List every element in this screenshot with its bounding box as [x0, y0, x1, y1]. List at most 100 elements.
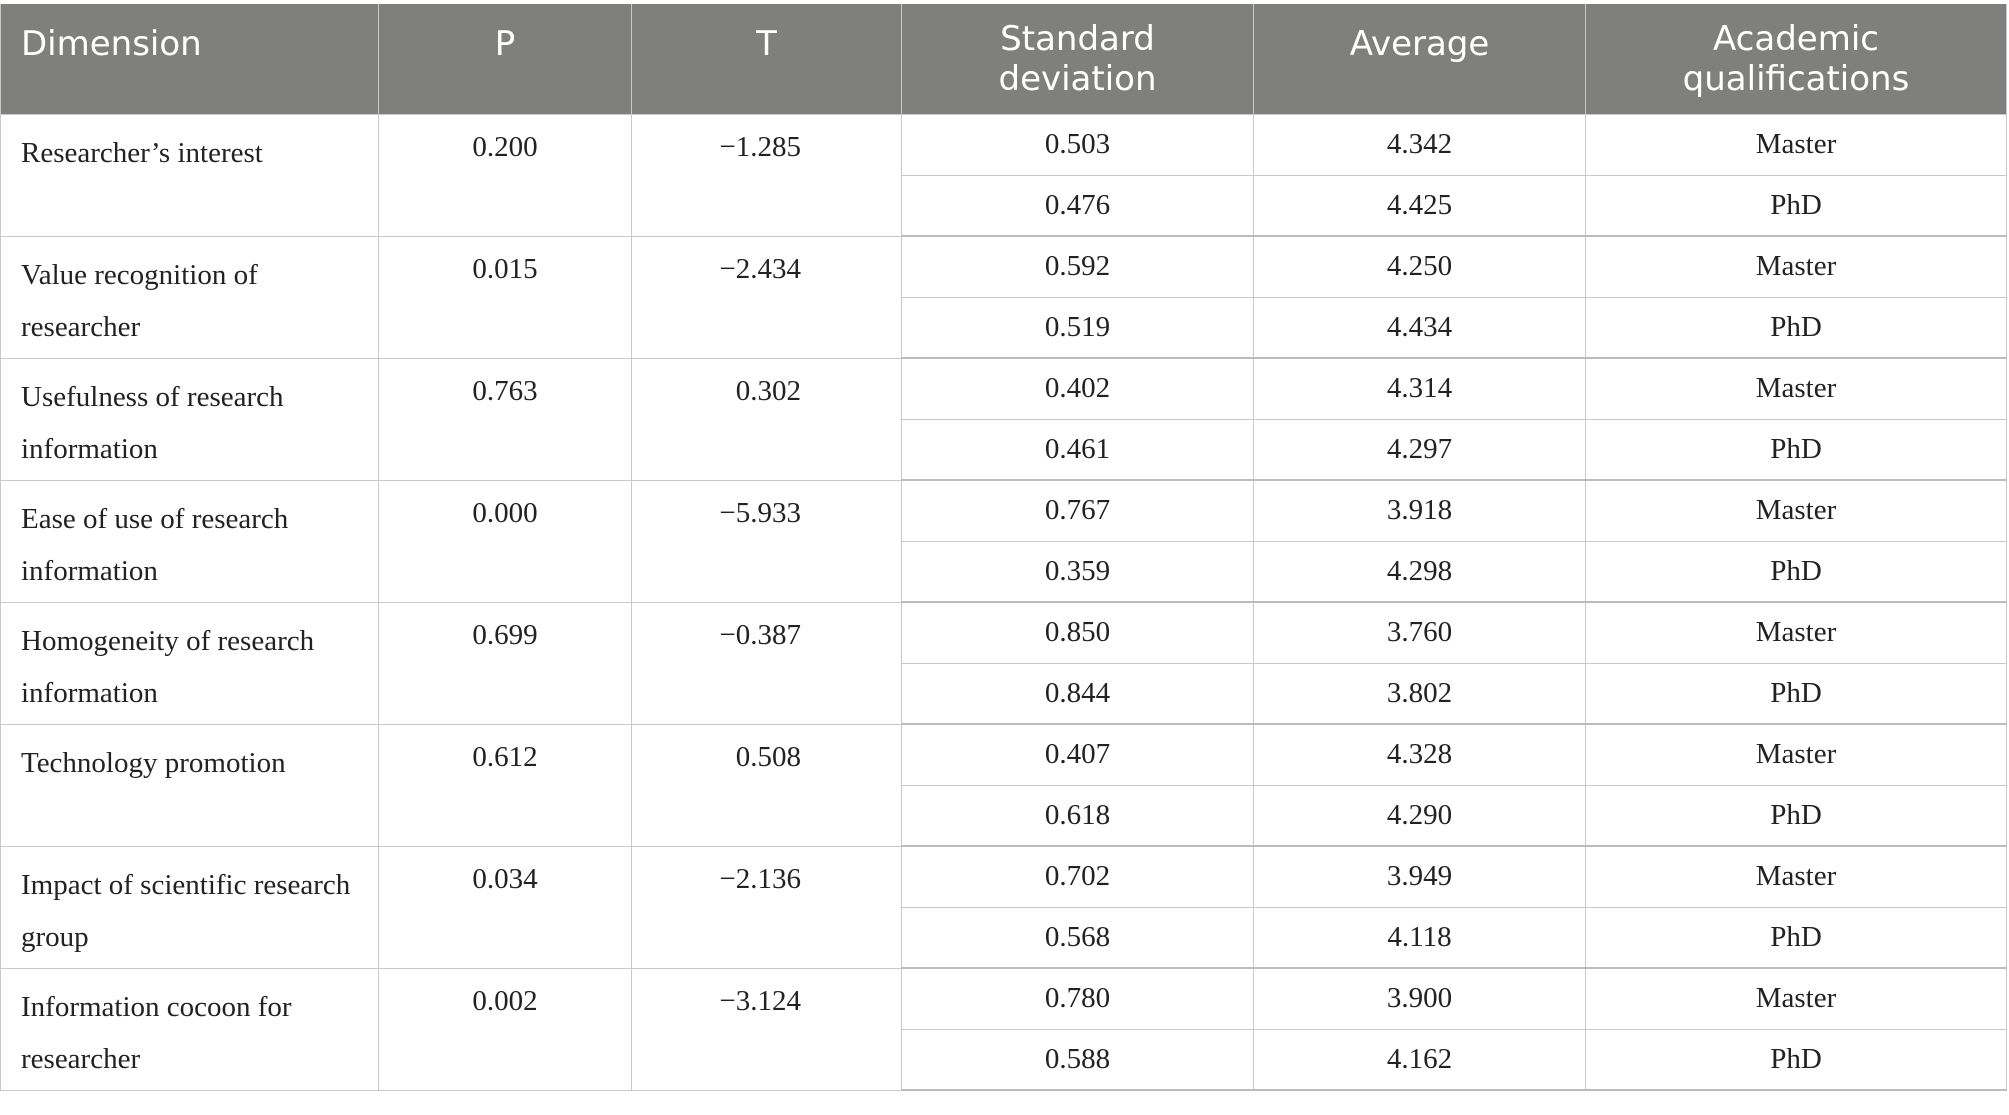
dimension-cell: Impact of scientific research group: [0, 845, 379, 969]
average-cell: 4.328: [1253, 723, 1586, 786]
average-cell: 4.314: [1253, 357, 1586, 420]
qualification-cell: Master: [1585, 967, 2007, 1030]
qualification-cell: PhD: [1585, 296, 2007, 359]
table-row: 0.359 4.298 PhD: [1, 540, 2007, 603]
t-value-cell: 0.508: [631, 723, 902, 847]
dimension-cell: Usefulness of research information: [0, 357, 379, 481]
table-row: 0.461 4.297 PhD: [1, 418, 2007, 481]
table-row: 0.618 4.290 PhD: [1, 784, 2007, 847]
average-cell: 4.298: [1253, 540, 1586, 603]
table-row: 0.588 4.162 PhD: [1, 1028, 2007, 1091]
sd-cell: 0.476: [901, 174, 1254, 237]
table-row: Homogeneity of research information 0.69…: [0, 601, 2007, 725]
sd-cell: 0.461: [901, 418, 1254, 481]
qualification-cell: PhD: [1585, 906, 2007, 969]
table-row: 0.568 4.118 PhD: [1, 906, 2007, 969]
average-cell: 4.425: [1253, 174, 1586, 237]
qualification-cell: Master: [1585, 235, 2007, 298]
sd-cell: 0.407: [901, 723, 1254, 786]
header-t: T: [631, 4, 902, 114]
header-academic-qualifications: Academic qualifications: [1585, 4, 2007, 114]
p-value-cell: 0.763: [378, 357, 632, 481]
average-cell: 4.434: [1253, 296, 1586, 359]
sd-cell: 0.592: [901, 235, 1254, 298]
t-value-cell: 0.302: [631, 357, 902, 481]
t-value-cell: −2.136: [631, 845, 902, 969]
p-value-cell: 0.000: [378, 479, 632, 603]
qualification-cell: Master: [1585, 357, 2007, 420]
dimension-cell: Homogeneity of research information: [0, 601, 379, 725]
table-row: 0.519 4.434 PhD: [1, 296, 2007, 359]
p-value-cell: 0.015: [378, 235, 632, 359]
average-cell: 3.918: [1253, 479, 1586, 542]
header-sd-line2: deviation: [998, 58, 1157, 99]
qualification-cell: Master: [1585, 479, 2007, 542]
average-cell: 3.760: [1253, 601, 1586, 664]
average-cell: 4.250: [1253, 235, 1586, 298]
table-row: Information cocoon for researcher 0.002 …: [0, 967, 2007, 1091]
table-row: Technology promotion 0.612 0.508 0.407 4…: [0, 723, 2007, 847]
t-value-cell: −5.933: [631, 479, 902, 603]
header-average: Average: [1253, 4, 1586, 114]
header-row: Dimension P T Standard deviation Average …: [0, 4, 2007, 114]
p-value-cell: 0.699: [378, 601, 632, 725]
t-value-cell: −0.387: [631, 601, 902, 725]
sd-cell: 0.780: [901, 967, 1254, 1030]
header-sd-line1: Standard: [1000, 18, 1155, 59]
qualification-cell: Master: [1585, 845, 2007, 908]
qualification-cell: PhD: [1585, 1028, 2007, 1091]
header-qual-line2: qualifications: [1682, 58, 1910, 99]
table-row: Value recognition of researcher 0.015 −2…: [0, 235, 2007, 359]
sd-cell: 0.519: [901, 296, 1254, 359]
average-cell: 4.290: [1253, 784, 1586, 847]
table-row: Usefulness of research information 0.763…: [0, 357, 2007, 481]
sd-cell: 0.767: [901, 479, 1254, 542]
sd-cell: 0.588: [901, 1028, 1254, 1091]
header-p: P: [378, 4, 632, 114]
sd-cell: 0.503: [901, 113, 1254, 176]
average-cell: 4.162: [1253, 1028, 1586, 1091]
header-qual-line1: Academic: [1713, 18, 1879, 59]
t-value-cell: −1.285: [631, 113, 902, 237]
qualification-cell: PhD: [1585, 540, 2007, 603]
t-value-cell: −2.434: [631, 235, 902, 359]
average-cell: 3.949: [1253, 845, 1586, 908]
sd-cell: 0.568: [901, 906, 1254, 969]
qualification-cell: PhD: [1585, 784, 2007, 847]
table-body: Researcher’s interest 0.200 −1.285 0.503…: [0, 113, 2007, 1091]
sd-cell: 0.702: [901, 845, 1254, 908]
header-dimension: Dimension: [0, 4, 379, 114]
table-row: Ease of use of research information 0.00…: [0, 479, 2007, 603]
sd-cell: 0.850: [901, 601, 1254, 664]
p-value-cell: 0.034: [378, 845, 632, 969]
qualification-cell: Master: [1585, 601, 2007, 664]
results-table: Dimension P T Standard deviation Average …: [0, 4, 2007, 1091]
sd-cell: 0.618: [901, 784, 1254, 847]
average-cell: 3.900: [1253, 967, 1586, 1030]
p-value-cell: 0.002: [378, 967, 632, 1091]
dimension-cell: Ease of use of research information: [0, 479, 379, 603]
sd-cell: 0.402: [901, 357, 1254, 420]
header-standard-deviation: Standard deviation: [901, 4, 1254, 114]
table-row: 0.844 3.802 PhD: [1, 662, 2007, 725]
sd-cell: 0.359: [901, 540, 1254, 603]
average-cell: 4.118: [1253, 906, 1586, 969]
t-value-cell: −3.124: [631, 967, 902, 1091]
p-value-cell: 0.612: [378, 723, 632, 847]
dimension-cell: Researcher’s interest: [0, 113, 379, 237]
qualification-cell: PhD: [1585, 174, 2007, 237]
sd-cell: 0.844: [901, 662, 1254, 725]
dimension-cell: Technology promotion: [0, 723, 379, 847]
dimension-cell: Information cocoon for researcher: [0, 967, 379, 1091]
qualification-cell: PhD: [1585, 662, 2007, 725]
table-row: Impact of scientific research group 0.03…: [0, 845, 2007, 969]
average-cell: 4.297: [1253, 418, 1586, 481]
p-value-cell: 0.200: [378, 113, 632, 237]
table-row: Researcher’s interest 0.200 −1.285 0.503…: [0, 113, 2007, 237]
table-row: 0.476 4.425 PhD: [1, 174, 2007, 237]
average-cell: 3.802: [1253, 662, 1586, 725]
qualification-cell: PhD: [1585, 418, 2007, 481]
qualification-cell: Master: [1585, 723, 2007, 786]
qualification-cell: Master: [1585, 113, 2007, 176]
dimension-cell: Value recognition of researcher: [0, 235, 379, 359]
